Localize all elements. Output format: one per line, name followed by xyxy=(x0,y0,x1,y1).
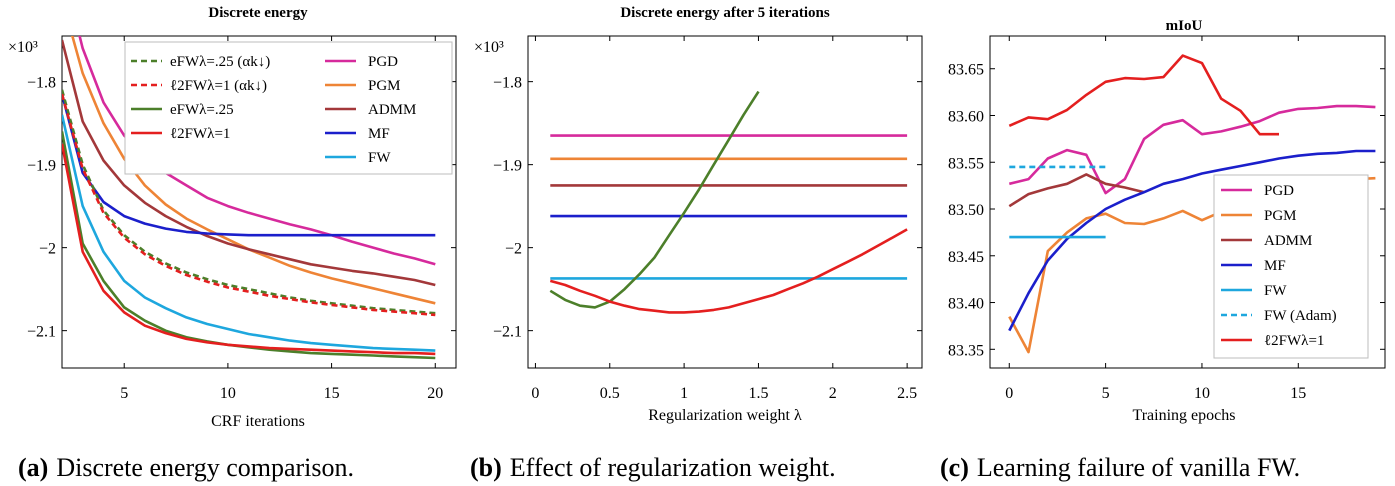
panel-c-xlabel: Training epochs xyxy=(1133,407,1236,424)
panel-b-xtick-label: 0.5 xyxy=(600,385,620,402)
panel-c-xtick-label: 0 xyxy=(1005,385,1013,402)
panel-c-legend: PGD PGM ADMM MF FW FW (Adam) ℓ2FWλ=1 xyxy=(1213,174,1369,359)
panel-b-ytick-label: −2 xyxy=(505,241,522,258)
panel-a-series-line xyxy=(62,114,436,352)
panel-a-legend-label: PGM xyxy=(368,78,401,94)
panel-c: mIoU Training epochs 0 5 10 15 83.35 83.40 83.… xyxy=(948,18,1386,424)
panel-a-ytick-label: −2.1 xyxy=(27,324,56,341)
caption-c-tag: (c) xyxy=(940,453,969,482)
panel-c-series-line xyxy=(1008,104,1376,195)
panel-a-series-line xyxy=(78,36,436,266)
panel-a-legend-label: ℓ2FWλ=1 (αk↓) xyxy=(170,78,267,94)
panel-c-ytick-label: 83.60 xyxy=(948,108,984,125)
caption-a: (a) Discrete energy comparison. xyxy=(18,453,354,482)
panel-b-multiplier: ×10³ xyxy=(474,39,504,56)
panel-a: Discrete energy ×10³ CRF iterations 5 10 1… xyxy=(8,5,457,430)
panel-a-frame xyxy=(61,35,457,369)
panel-c-legend-label: MF xyxy=(1264,258,1286,274)
caption-a-tag: (a) xyxy=(18,453,48,482)
panel-b-series-group xyxy=(549,90,908,314)
panel-c-frame xyxy=(989,35,1386,369)
panel-a-series-line xyxy=(62,39,436,287)
panel-a-xtick-label: 20 xyxy=(427,385,443,402)
panel-a-legend-label: FW xyxy=(368,150,391,166)
panel-c-ytick-label: 83.40 xyxy=(948,296,984,313)
panel-a-legend-label: MF xyxy=(368,126,390,142)
panel-c-ytick-label: 83.50 xyxy=(948,202,984,219)
panel-a-legend: eFWλ=.25 (αk↓) ℓ2FWλ=1 (αk↓) eFWλ=.25 ℓ2FWλ… xyxy=(124,41,453,175)
panel-a-legend-label: eFWλ=.25 xyxy=(170,102,234,118)
panel-a-series-group xyxy=(62,36,436,360)
panel-a-xtick-label: 5 xyxy=(120,385,128,402)
panel-b-xtick-label: 1 xyxy=(680,385,688,402)
panel-c-legend-label: FW (Adam) xyxy=(1264,308,1337,324)
panel-c-legend-box xyxy=(1213,174,1369,359)
panel-c-legend-label: PGM xyxy=(1264,208,1297,224)
panel-b: Discrete energy after 5 iterations ×10³ … xyxy=(474,5,923,424)
panel-c-legend-label: ADMM xyxy=(1264,233,1312,249)
panel-c-ytick-label: 83.45 xyxy=(948,249,984,266)
panel-b-ytick-label: −1.9 xyxy=(493,158,522,175)
panel-c-series-group xyxy=(1008,54,1376,354)
panel-a-series-line xyxy=(62,93,436,317)
panel-c-ytick-label: 83.55 xyxy=(948,155,984,172)
panel-b-xlabel: Regularization weight λ xyxy=(648,407,802,424)
panel-c-legend-label: FW xyxy=(1264,283,1287,299)
panel-a-xtick-label: 15 xyxy=(324,385,340,402)
panel-a-legend-label: eFWλ=.25 (αk↓) xyxy=(170,54,270,70)
panel-a-multiplier: ×10³ xyxy=(8,39,38,56)
caption-c: (c) Learning failure of vanilla FW. xyxy=(940,453,1300,482)
panel-b-series-line xyxy=(549,90,760,309)
panel-c-xtick-label: 5 xyxy=(1102,385,1110,402)
panel-c-title: mIoU xyxy=(1166,18,1203,34)
panel-a-legend-label: ℓ2FWλ=1 xyxy=(170,126,230,142)
panel-a-series-line xyxy=(62,143,436,356)
panel-a-legend-label: ADMM xyxy=(368,102,416,118)
caption-b-text: Effect of regularization weight. xyxy=(510,453,836,482)
panel-c-series-line xyxy=(1008,54,1279,136)
panel-a-ytick-label: −1.8 xyxy=(27,75,56,92)
panel-a-legend-box xyxy=(124,41,453,175)
panel-b-xtick-label: 0 xyxy=(531,385,539,402)
panel-c-xtick-label: 15 xyxy=(1290,385,1306,402)
panel-a-title: Discrete energy xyxy=(208,5,308,21)
panel-b-xtick-label: 1.5 xyxy=(748,385,768,402)
panel-b-ytick-label: −2.1 xyxy=(493,324,522,341)
panel-b-xtick-label: 2 xyxy=(829,385,837,402)
panel-a-ytick-label: −2 xyxy=(39,241,56,258)
panel-a-ytick-label: −1.9 xyxy=(27,158,56,175)
panel-a-legend-label: PGD xyxy=(368,54,398,70)
panel-a-series-line xyxy=(62,93,436,237)
panel-b-series-line xyxy=(549,228,908,314)
panel-a-xlabel: CRF iterations xyxy=(211,413,305,430)
panel-b-title: Discrete energy after 5 iterations xyxy=(620,5,830,21)
panel-c-legend-label: ℓ2FWλ=1 xyxy=(1264,333,1324,349)
panel-c-series-line xyxy=(1008,173,1145,208)
caption-b-tag: (b) xyxy=(470,453,502,482)
panel-a-xtick-label: 10 xyxy=(220,385,236,402)
panel-c-ytick-label: 83.35 xyxy=(948,342,984,359)
caption-a-text: Discrete energy comparison. xyxy=(56,453,354,482)
caption-c-text: Learning failure of vanilla FW. xyxy=(977,453,1300,482)
panel-c-legend-label: PGD xyxy=(1264,183,1294,199)
panel-c-xtick-label: 10 xyxy=(1194,385,1210,402)
panel-a-series-line xyxy=(62,89,436,315)
panel-c-ytick-label: 83.65 xyxy=(948,62,984,79)
panel-b-frame xyxy=(527,35,923,369)
panel-b-ytick-label: −1.8 xyxy=(493,75,522,92)
panel-b-xtick-label: 2.5 xyxy=(897,385,917,402)
caption-b: (b) Effect of regularization weight. xyxy=(470,453,836,482)
captions: (a) Discrete energy comparison. (b) Effect… xyxy=(18,453,1300,482)
